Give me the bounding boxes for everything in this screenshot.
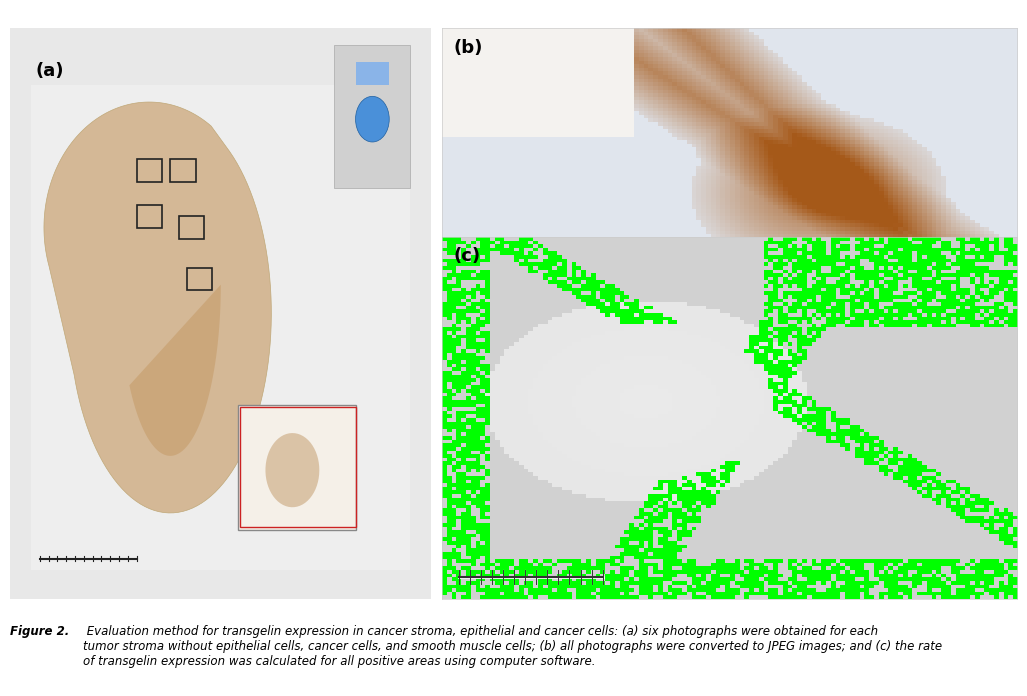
Text: (c): (c) (453, 248, 481, 265)
Text: (b): (b) (453, 39, 483, 56)
Bar (137, 159, 162, 182)
Circle shape (355, 96, 389, 142)
Polygon shape (44, 102, 271, 513)
Bar (179, 216, 204, 239)
Bar (170, 159, 195, 182)
Bar (355, 62, 389, 85)
Bar (137, 205, 162, 228)
Text: Figure 2.: Figure 2. (10, 625, 70, 638)
Polygon shape (129, 285, 221, 456)
Polygon shape (265, 433, 319, 507)
Text: Evaluation method for transgelin expression in cancer stroma, epithelial and can: Evaluation method for transgelin express… (83, 625, 942, 668)
Bar (187, 267, 213, 290)
Text: (a): (a) (36, 62, 64, 80)
